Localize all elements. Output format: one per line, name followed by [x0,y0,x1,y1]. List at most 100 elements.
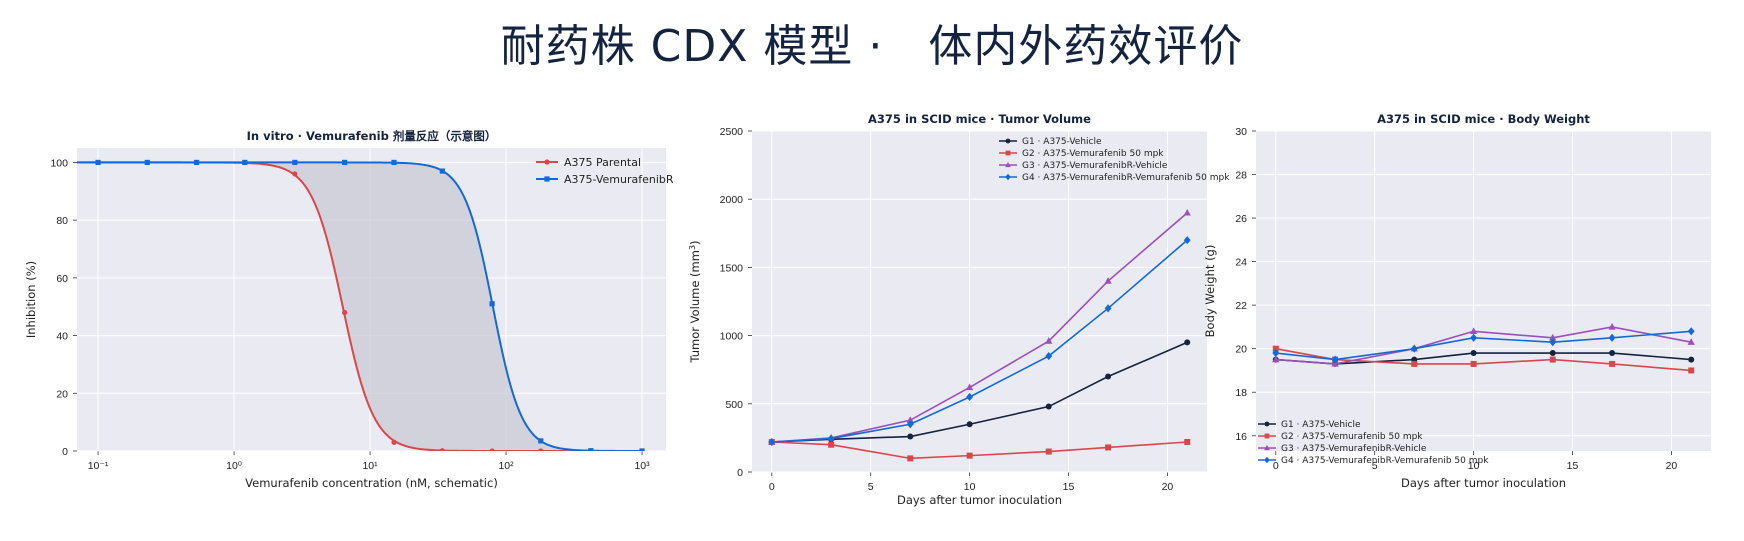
data-point [906,420,914,429]
data-point [342,309,348,316]
x-axis-label: Days after tumor inoculation [1401,476,1566,490]
y-axis-label: Tumor Volume (mm3) [688,240,702,363]
data-point [489,301,495,307]
data-point [1184,339,1191,346]
data-point [391,439,397,445]
legend-label: A375 Parental [564,156,641,169]
plot-area [768,208,1191,462]
legend: G1 · A375-Vehicle G2 · A375-Vemurafenib 5… [999,137,1230,183]
data-point [1549,333,1557,341]
data-point [439,448,445,451]
data-point [1045,448,1052,455]
legend-marker [1005,173,1011,181]
data-point [1549,356,1556,363]
data-point [1272,345,1279,352]
y-tick-label: 24 [1235,257,1247,269]
y-tick-label: 16 [1235,431,1247,443]
data-point [768,437,776,447]
data-point [828,441,835,448]
y-tick-label: 1000 [720,331,744,343]
x-tick-label: 10⁻¹ [88,460,109,472]
data-point [1470,327,1478,334]
data-point [907,433,914,440]
plot-1: 10⁻¹ 10⁰ 10¹ 10² 10³ 0 20 40 60 80 100 In vitro · V… [24,129,674,490]
legend-label: G2 · A375-Vemurafenib 50 mpk [1022,149,1164,159]
data-point [906,416,914,423]
y-axis-label: Inhibition (%) [24,261,38,338]
y-tick-label: 2000 [720,194,744,206]
legend: A375 Parental A375-VemurafenibR [536,156,674,186]
legend-label: G1 · A375-Vehicle [1281,420,1361,430]
data-point [966,452,973,459]
y-tick-label: 80 [56,215,68,227]
data-point [193,159,200,166]
data-point [1045,352,1053,361]
data-point [1688,367,1695,374]
y-axis-label-sup: 3 [688,245,697,250]
legend-marker [544,176,550,182]
page-title: 耐药株 CDX 模型 · 体内外药效评价 [500,21,1244,72]
data-point [1183,236,1191,245]
data-point [1608,323,1616,330]
y-tick-label: 1500 [720,262,744,274]
data-point [1183,208,1191,216]
data-point [1411,360,1418,367]
chart-title: A375 in SCID mice · Body Weight [1377,112,1590,126]
y-tick-label: 0 [737,467,743,479]
data-point [1331,355,1339,364]
x-tick-label: 10¹ [362,460,378,472]
legend-label: G3 · A375-VemurafenibR-Vehicle [1281,444,1427,454]
y-tick-label: 20 [1235,344,1247,356]
data-point [1609,360,1616,367]
legend-marker [1264,456,1270,464]
data-point [342,159,348,166]
legend-marker [1264,444,1270,451]
legend-label: A375-VemurafenibR [564,173,674,186]
x-tick-label: 0 [1273,460,1279,472]
legend-marker [1005,138,1011,144]
x-tick-label: 20 [1666,460,1678,472]
x-tick-label: 15 [1567,460,1579,472]
y-axis-label: Body Weight (g) [1203,245,1217,338]
plot-2: 0 5 10 15 20 0 500 1000 1500 2000 2500 A375 in SCID… [688,112,1230,507]
data-point [1410,344,1418,353]
data-point [588,448,594,451]
x-axis-label: Days after tumor inoculation [897,493,1062,507]
x-tick-label: 10 [964,481,976,493]
data-point [907,455,914,462]
y-tick-label: 0 [62,446,68,458]
plot-3: 0 5 10 15 20 16 18 20 22 24 26 28 30 A375 in SCID mic… [1203,112,1711,490]
data-point [1609,350,1616,357]
data-point [1105,444,1112,451]
legend: G1 · A375-Vehicle G2 · A375-Vemurafenib 5… [1258,420,1489,466]
data-point [1104,304,1112,313]
data-point [538,438,544,444]
data-point [1104,277,1112,284]
y-tick-label: 2500 [720,126,744,138]
y-tick-label: 100 [50,157,68,169]
plot-background [1256,131,1711,451]
data-point [292,171,298,177]
data-point [144,159,150,166]
x-tick-label: 5 [1372,460,1378,472]
legend-label: G1 · A375-Vehicle [1022,137,1102,147]
data-point [1272,348,1280,358]
data-point [391,159,397,166]
data-point [827,434,835,443]
x-tick-label: 15 [1063,481,1075,493]
data-point [1549,338,1557,347]
x-tick-label: 10⁰ [226,460,243,472]
data-point [1549,350,1556,357]
y-tick-label: 30 [1235,126,1247,138]
data-point [1272,355,1280,363]
data-point [1608,333,1616,342]
plot-area [1272,323,1695,374]
data-point [292,159,298,166]
plot-area [77,159,645,451]
data-point [95,159,101,166]
data-point [966,392,974,402]
data-point [1045,337,1053,344]
data-point [1687,327,1695,336]
y-tick-label: 18 [1235,387,1247,399]
data-point [489,448,495,451]
